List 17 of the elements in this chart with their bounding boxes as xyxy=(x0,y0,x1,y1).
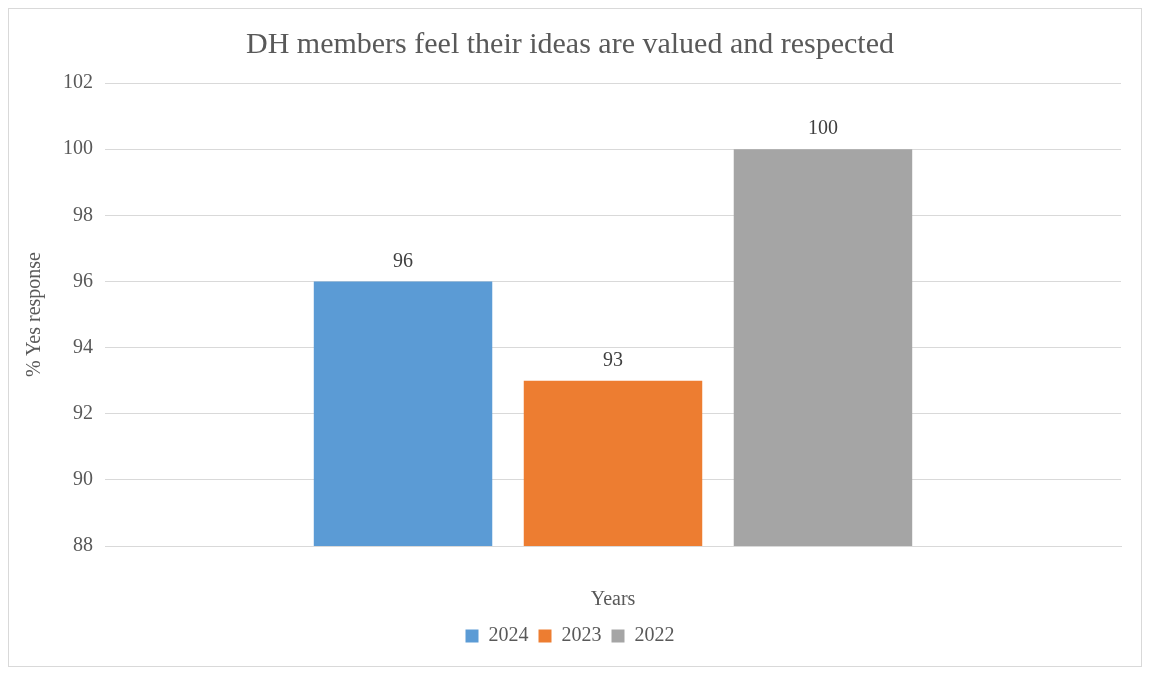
legend-label: 2024 xyxy=(488,623,529,646)
chart-title: DH members feel their ideas are valued and respected xyxy=(245,25,895,59)
y-tick-label: 98 xyxy=(73,202,93,225)
legend-label: 2023 xyxy=(561,623,602,646)
y-tick-label: 102 xyxy=(63,70,93,93)
y-tick-label: 96 xyxy=(73,268,93,291)
y-axis-title: % Yes response xyxy=(22,251,46,377)
x-axis-title: Years xyxy=(590,587,636,610)
y-tick-label: 100 xyxy=(63,136,93,159)
y-tick-label: 90 xyxy=(73,467,93,490)
legend-label: 2022 xyxy=(634,623,675,646)
y-tick-label: 88 xyxy=(73,533,93,556)
data-label: 93 xyxy=(603,347,623,370)
y-tick-label: 94 xyxy=(73,334,93,357)
data-label: 100 xyxy=(807,116,838,139)
data-label: 96 xyxy=(393,248,414,271)
y-tick-label: 92 xyxy=(73,400,93,423)
